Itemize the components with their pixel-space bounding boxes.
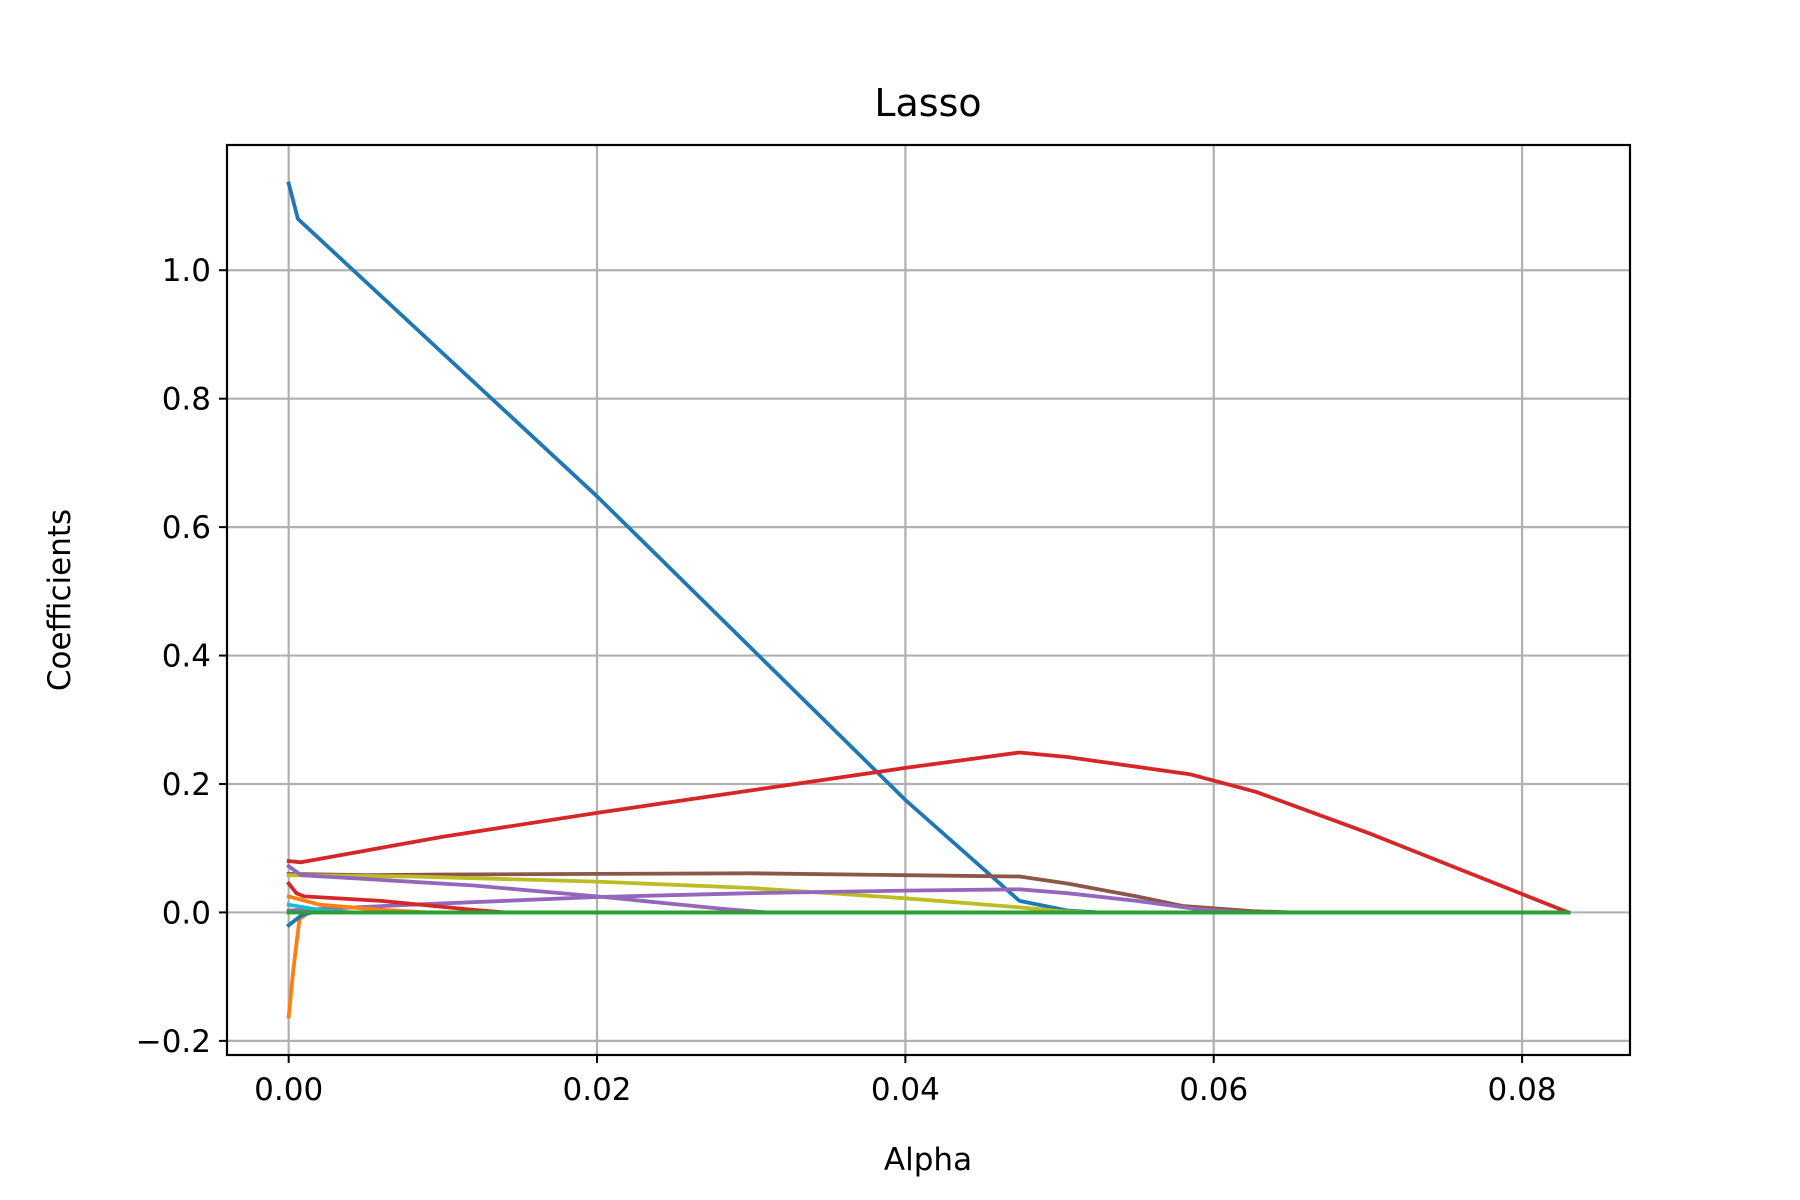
- x-tick-label: 0.08: [1488, 1072, 1557, 1108]
- y-tick-label: 0.8: [162, 382, 211, 418]
- series-line-11: [286, 910, 1571, 928]
- grid: [227, 145, 1630, 1055]
- chart-title: Lasso: [874, 81, 981, 125]
- y-tick-label: 0.4: [162, 639, 211, 675]
- axis-ticks: 0.00 0.02 0.04 0.06 0.08 −0.2 0.0 0.2 0.4 0.6 0.8 1…: [136, 253, 1557, 1108]
- y-tick-label: 0.0: [162, 895, 211, 931]
- y-tick-label: 0.2: [162, 767, 211, 803]
- plot-frame: [225, 143, 1632, 1057]
- series-line-1: [286, 910, 1571, 1019]
- x-tick-label: 0.06: [1179, 1072, 1248, 1108]
- x-axis-label: Alpha: [884, 1142, 972, 1178]
- series-lines: [286, 181, 1571, 1019]
- x-tick-label: 0.04: [871, 1072, 940, 1108]
- y-tick-label: 0.6: [162, 510, 211, 546]
- x-tick-label: 0.02: [563, 1072, 632, 1108]
- series-line-3: [286, 750, 1571, 915]
- y-tick-label: 1.0: [162, 253, 211, 289]
- series-line-7: [286, 887, 1571, 915]
- y-axis-label: Coefficients: [42, 509, 78, 691]
- x-tick-label: 0.00: [254, 1072, 323, 1108]
- series-line-2: [286, 181, 1571, 915]
- series-line-5: [286, 873, 1571, 915]
- y-tick-label: −0.2: [136, 1024, 211, 1060]
